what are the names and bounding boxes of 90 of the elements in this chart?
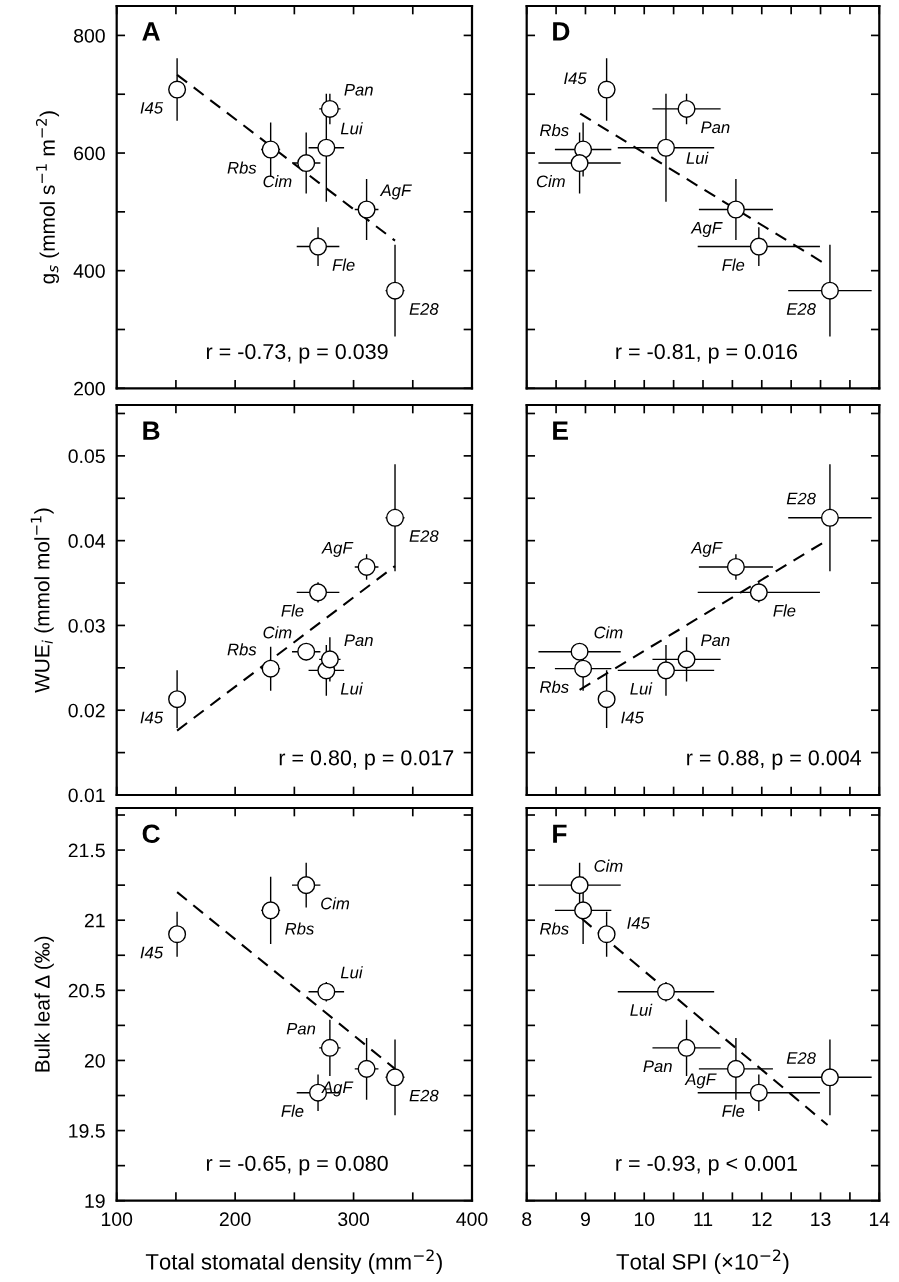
y-tick-label: 0.05: [68, 449, 105, 464]
annotation: Rbs: [539, 922, 569, 935]
y-tick-label: 21: [84, 913, 105, 928]
x-tick-label: 10: [634, 1212, 655, 1227]
annotation: Fle: [281, 604, 304, 617]
y-tick-label: 19.5: [69, 1124, 105, 1138]
annotation: Fle: [773, 604, 796, 617]
annotation: E: [553, 421, 568, 440]
annotation: I45: [564, 72, 587, 85]
annotation: Cim: [536, 175, 565, 188]
annotation: Fle: [281, 1104, 304, 1117]
annotation: E28: [786, 303, 816, 315]
x-axis-title: Total SPI (×10$^{−2}$): [616, 1249, 789, 1275]
annotation: Lui: [340, 122, 363, 135]
annotation: r = -0.73, p = 0.039: [206, 343, 388, 364]
y-tick-label: 20: [84, 1053, 105, 1068]
x-tick-label: 11: [694, 1212, 713, 1226]
annotation: F: [553, 824, 567, 843]
y-tick-label: 21.5: [68, 843, 105, 858]
x-axis-title: Total stomatal density (mm$^{−2}$): [145, 1249, 442, 1275]
annotation: r = -0.81, p = 0.016: [616, 343, 798, 364]
y-tick-label: 20.5: [68, 983, 105, 998]
y-tick-label: 0.01: [68, 788, 105, 803]
x-tick-label: 300: [338, 1212, 370, 1227]
annotation: Lui: [340, 966, 363, 979]
annotation: B: [143, 421, 160, 440]
annotation: E28: [409, 530, 439, 542]
y-tick-label: 800: [73, 28, 105, 43]
annotation: Rbs: [227, 643, 257, 656]
y-tick-label: 600: [74, 146, 105, 161]
x-tick-label: 200: [219, 1212, 251, 1227]
y-axis-title: WUE$_{i}$ (mmol mol$^{−1}$): [30, 508, 54, 693]
annotation: A: [142, 22, 160, 41]
annotation: Pan: [701, 121, 730, 134]
x-tick-label: 400: [456, 1212, 488, 1227]
annotation: Cim: [263, 175, 292, 188]
annotation: Rbs: [227, 161, 257, 174]
annotation: AgF: [690, 542, 723, 557]
annotation: Cim: [594, 626, 623, 639]
y-axis-title: Bulk leaf Δ (‰): [34, 936, 54, 1072]
annotation: AgF: [684, 1073, 717, 1089]
annotation: Lui: [340, 682, 363, 695]
annotation: I45: [140, 102, 164, 114]
y-tick-label: 19: [85, 1194, 105, 1208]
annotation: Pan: [643, 1060, 672, 1073]
x-tick-label: 100: [101, 1212, 133, 1227]
annotation: D: [553, 22, 570, 41]
annotation: I45: [140, 711, 164, 724]
y-tick-label: 0.02: [68, 703, 105, 718]
annotation: Lui: [630, 1003, 653, 1016]
x-tick-label: 9: [580, 1212, 590, 1227]
annotation: E28: [409, 303, 439, 315]
annotation: I45: [627, 917, 650, 929]
annotation: Fle: [722, 258, 745, 271]
annotation: Fle: [722, 1104, 745, 1117]
annotation: C: [142, 824, 160, 844]
annotation: E28: [409, 1089, 439, 1102]
annotation: Cim: [321, 897, 350, 910]
annotation: r = -0.93, p < 0.001: [616, 1155, 797, 1176]
y-tick-label: 400: [73, 264, 105, 278]
annotation: I45: [140, 946, 164, 959]
annotation: Pan: [286, 1022, 316, 1035]
annotation: AgF: [379, 184, 412, 200]
annotation: Fle: [332, 258, 355, 271]
annotation: Cim: [594, 859, 623, 872]
annotation: AgF: [690, 222, 723, 238]
annotation: Cim: [263, 626, 292, 639]
x-tick-label: 12: [752, 1212, 772, 1226]
annotation: E28: [786, 1052, 816, 1064]
annotation: Rbs: [285, 922, 314, 935]
annotation: Lui: [630, 682, 653, 695]
annotation: r = 0.88, p = 0.004: [687, 750, 862, 770]
annotation: I45: [621, 711, 644, 724]
annotation: AgF: [321, 542, 354, 557]
annotation: Lui: [686, 151, 709, 164]
y-axis-title: g$_{s}$ (mmol s$^{−1}$ m$^{−2}$): [35, 111, 60, 284]
annotation: Pan: [701, 634, 730, 647]
y-tick-label: 200: [74, 381, 105, 396]
y-tick-label: 0.03: [68, 618, 105, 633]
y-tick-label: 0.04: [68, 534, 106, 548]
x-tick-label: 8: [522, 1212, 532, 1227]
x-tick-label: 14: [869, 1212, 890, 1226]
annotation: Pan: [344, 634, 373, 647]
annotation: Rbs: [539, 123, 569, 137]
annotation: E28: [786, 492, 816, 505]
annotation: r = -0.65, p = 0.080: [206, 1155, 388, 1176]
annotation: r = 0.80, p = 0.017: [279, 750, 454, 770]
annotation: Rbs: [539, 680, 569, 693]
annotation: Pan: [344, 84, 373, 96]
x-tick-label: 13: [811, 1212, 831, 1227]
